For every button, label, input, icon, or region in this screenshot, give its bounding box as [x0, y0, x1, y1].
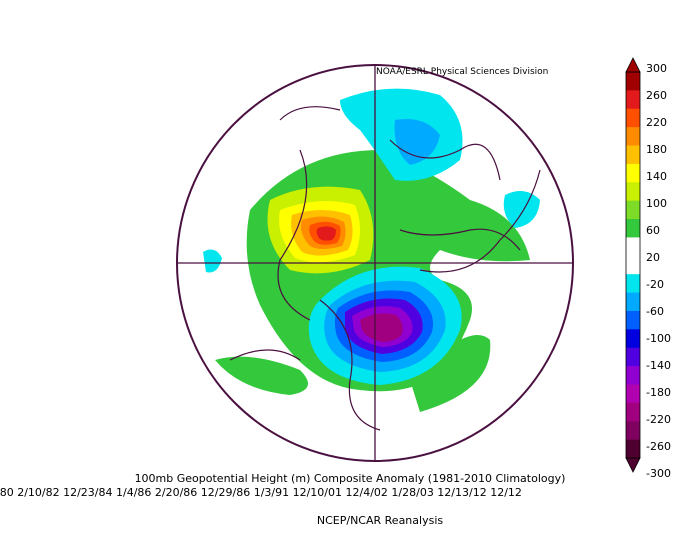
map-title: 100mb Geopotential Height (m) Composite … — [134, 472, 566, 485]
colorbar-swatch — [626, 329, 640, 349]
colorbar-tick-label: -140 — [646, 359, 671, 372]
colorbar-tick-label: 20 — [646, 251, 660, 264]
data-source: NCEP/NCAR Reanalysis — [316, 514, 444, 527]
colorbar-tick-label: 100 — [646, 197, 667, 210]
colorbar-tick-label: -20 — [646, 278, 664, 291]
colorbar-swatch — [626, 384, 640, 404]
colorbar-tick-label: 300 — [646, 62, 667, 75]
colorbar-swatch — [626, 274, 640, 294]
colorbar-max-arrow — [625, 57, 641, 73]
colorbar-tick-label: 60 — [646, 224, 660, 237]
colorbar-swatch — [626, 310, 640, 330]
colorbar-outline — [625, 71, 641, 459]
colorbar-tick-label: -60 — [646, 305, 664, 318]
colorbar-tick-label: -260 — [646, 440, 671, 453]
colorbar-swatch — [626, 182, 640, 202]
colorbar-swatch — [626, 145, 640, 165]
credit-text: NOAA/ESRL Physical Sciences Division — [376, 67, 549, 77]
colorbar-swatch — [626, 219, 640, 238]
colorbar-swatch — [626, 200, 640, 220]
colorbar-tick-label: -100 — [646, 332, 671, 345]
colorbar-tick-label: 260 — [646, 89, 667, 102]
colorbar-tick-label: -220 — [646, 413, 671, 426]
colorbar-swatch — [626, 347, 640, 367]
colorbar-swatch — [626, 163, 640, 183]
colorbar-swatch — [626, 90, 640, 110]
colorbar-swatch — [626, 292, 640, 312]
colorbar-swatch — [626, 108, 640, 128]
colorbar-tick-label: -180 — [646, 386, 671, 399]
colorbar-tick-label: 180 — [646, 143, 667, 156]
colorbar-swatch — [626, 366, 640, 385]
colorbar-swatch — [626, 421, 640, 441]
anomaly-contours — [203, 88, 541, 431]
colorbar-tick-label: 220 — [646, 116, 667, 129]
colorbar-tick-label: -300 — [646, 467, 671, 480]
colorbar-swatch — [626, 237, 640, 257]
colorbar-swatch — [626, 255, 640, 275]
composite-dates: /80 2/10/82 12/23/84 1/4/86 2/20/86 12/2… — [0, 486, 522, 499]
colorbar-swatch — [626, 402, 640, 422]
colorbar-swatch — [626, 127, 640, 147]
colorbar-swatch — [626, 72, 640, 91]
colorbar-tick-label: 140 — [646, 170, 667, 183]
colorbar-min-arrow — [625, 457, 641, 473]
colorbar-swatch — [626, 439, 640, 459]
colorbar — [625, 57, 641, 473]
